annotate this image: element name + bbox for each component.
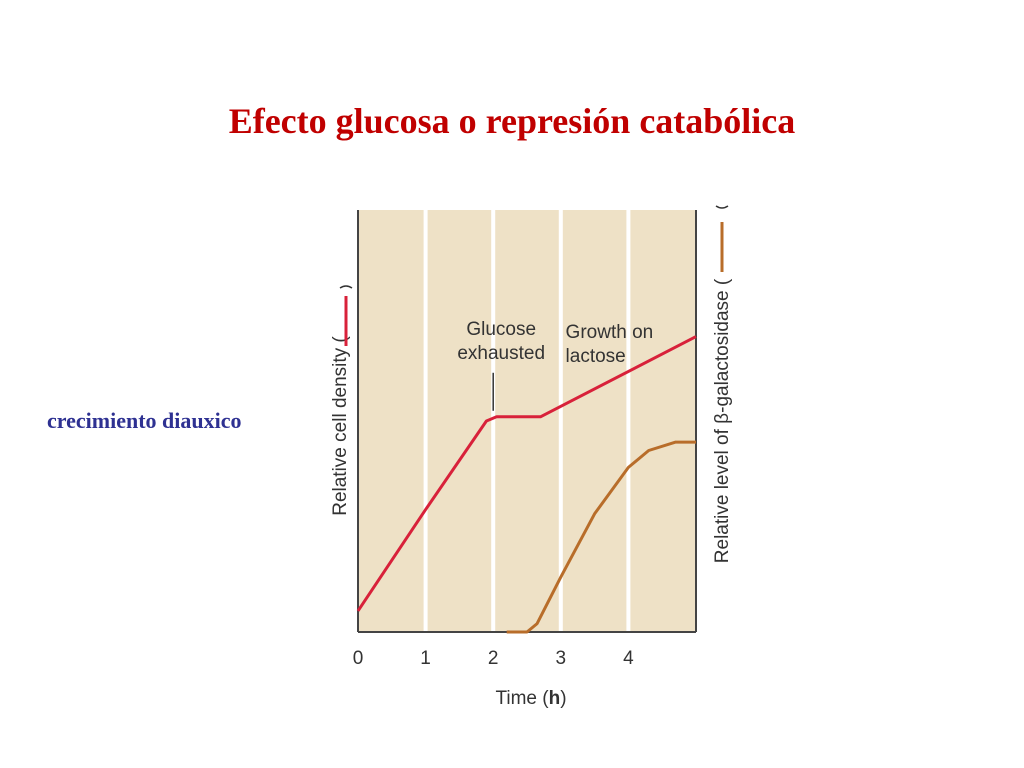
x-tick-label: 0 [353, 648, 364, 669]
x-axis-label-unit: h [549, 688, 561, 709]
x-tick-label: 1 [420, 648, 431, 669]
data-series [356, 335, 697, 634]
x-axis-label-prefix: Time ( [495, 688, 549, 709]
beta-galactosidase-line [506, 440, 696, 634]
x-tick-label: 2 [488, 648, 499, 669]
gridlines [423, 210, 631, 632]
annotation-growth-on-lactose: lactose [566, 346, 626, 367]
x-tick-label: 3 [556, 648, 567, 669]
annotation-growth-on-lactose: Growth on [566, 322, 654, 343]
right-y-axis-label-text: Relative level of β-galactosidase ( [712, 278, 733, 563]
x-axis-label-suffix: ) [560, 688, 566, 709]
paren [339, 285, 353, 289]
left-y-axis-label: Relative cell density ( [330, 336, 351, 516]
plot-background [358, 210, 696, 632]
x-axis-label: Time (h) [495, 688, 566, 709]
cell-density-legend-key [339, 285, 353, 346]
annotation-glucose-exhausted: exhausted [457, 343, 545, 364]
annotations: Glucose exhausted Growth on lactose [457, 319, 653, 411]
x-tick-label: 4 [623, 648, 634, 669]
cell-density-line [356, 335, 697, 612]
beta-galactosidase-legend-key [715, 205, 729, 272]
diauxic-growth-label: crecimiento diauxico [47, 408, 242, 433]
slide-title: Efecto glucosa o represión catabólica [228, 101, 796, 141]
paren [715, 205, 729, 209]
annotation-glucose-exhausted: Glucose [466, 319, 536, 340]
left-y-axis-label-text: Relative cell density ( [330, 336, 351, 516]
right-y-axis-label: Relative level of β-galactosidase ( [712, 278, 733, 563]
x-tick-labels: 0 1 2 3 4 [353, 648, 634, 669]
